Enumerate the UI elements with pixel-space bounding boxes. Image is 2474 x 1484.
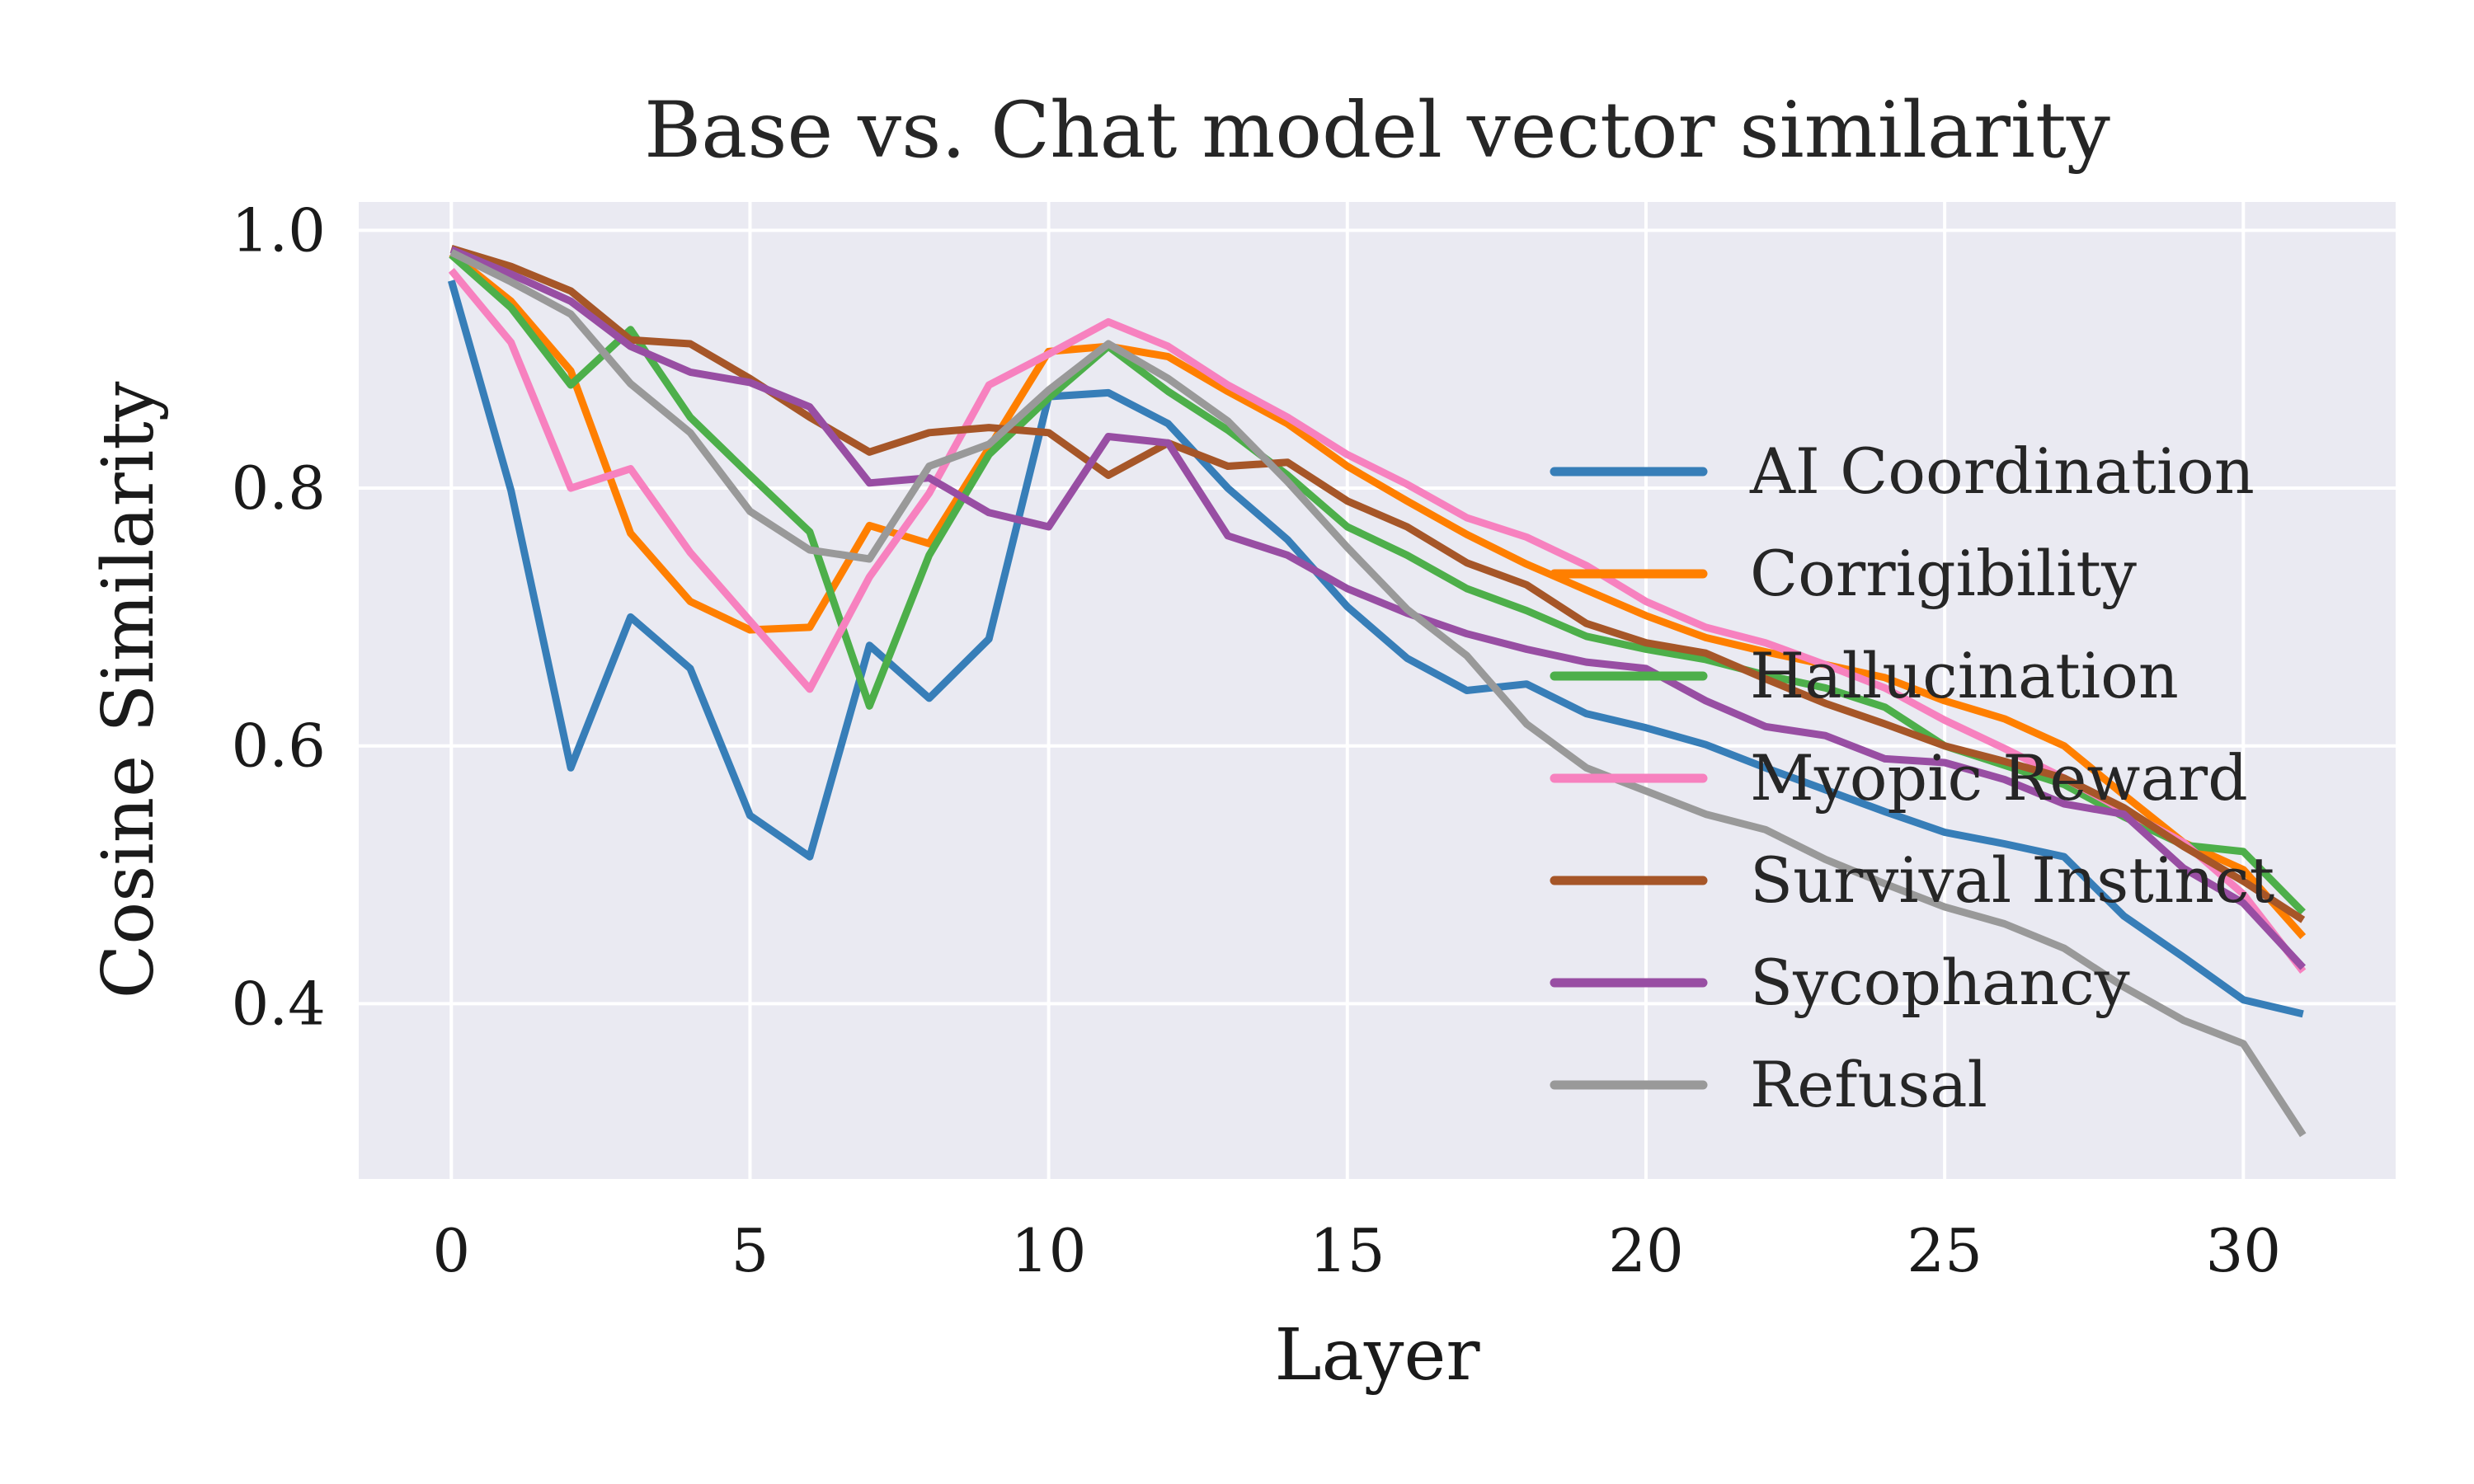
y-tick-label: 0.8 [231, 453, 326, 523]
legend-label-sycophancy: Sycophancy [1750, 946, 2130, 1019]
y-axis-ticks: 0.4 0.6 0.8 1.0 [231, 195, 326, 1038]
x-gridlines [449, 202, 2246, 1179]
x-tick-label: 30 [2205, 1216, 2281, 1285]
x-tick-label: 10 [1011, 1216, 1087, 1285]
x-tick-label: 15 [1310, 1216, 1385, 1285]
legend-label-ai-coordination: AI Coordination [1749, 434, 2255, 508]
legend: AI Coordination Corrigibility Hallucinatio… [1550, 434, 2274, 1121]
x-axis-label: Layer [1275, 1314, 1481, 1397]
x-axis-ticks: 0 5 10 15 20 25 30 [432, 1216, 2281, 1285]
chart-title: Base vs. Chat model vector similarity [644, 86, 2110, 176]
legend-label-hallucination: Hallucination [1750, 639, 2179, 712]
series-line-myopic-reward [448, 268, 2307, 974]
y-tick-label: 0.6 [231, 711, 326, 781]
x-tick-label: 25 [1907, 1216, 1982, 1285]
x-tick-label: 20 [1608, 1216, 1684, 1285]
x-tick-label: 0 [432, 1216, 470, 1285]
legend-label-survival-instinct: Survival Instinct [1750, 843, 2274, 917]
legend-label-corrigibility: Corrigibility [1750, 537, 2137, 610]
y-axis-label: Cosine Similarity [87, 381, 170, 998]
y-tick-label: 0.4 [231, 969, 326, 1038]
x-tick-label: 5 [731, 1216, 769, 1285]
series-line-ai-coordination [447, 279, 2304, 1018]
legend-label-refusal: Refusal [1750, 1048, 1987, 1121]
legend-label-myopic-reward: Myopic Reward [1750, 741, 2248, 815]
series-line-sycophancy [449, 246, 2307, 970]
y-tick-label: 1.0 [231, 195, 326, 265]
series-lines [447, 244, 2307, 1138]
series-line-refusal [449, 248, 2307, 1138]
